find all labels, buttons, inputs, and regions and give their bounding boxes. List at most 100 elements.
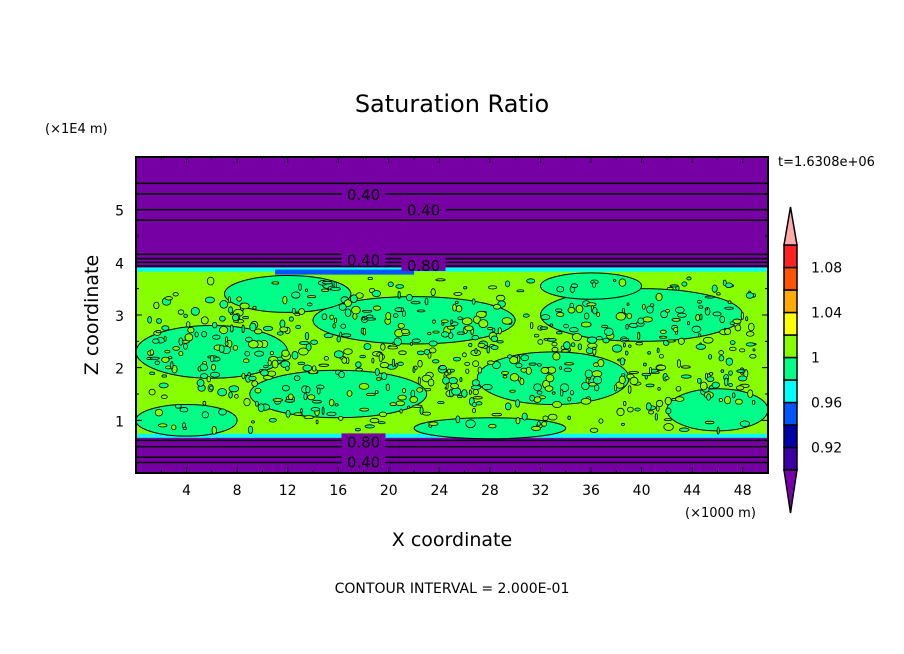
contour-patch [641,372,652,377]
contour-patch [669,284,679,288]
colorbar: 1.08 1.04 1 0.96 0.92 [783,206,842,514]
contour-patch [161,356,170,363]
contour-patch [634,407,641,412]
contour-patch [284,399,295,403]
contour-patch [529,321,534,330]
contour-patch [663,418,673,422]
contour-patch [362,327,366,336]
contour-patch [321,313,328,321]
contour-patch [472,396,483,400]
contour-patch [675,396,685,402]
contour-patch [441,331,450,338]
y-tick-label: 1 [115,414,124,430]
contour-patch [457,316,463,321]
contour-patch [455,415,461,424]
region-edge-blue [275,269,415,275]
contour-patch [375,377,382,381]
contour-patch [212,334,221,340]
contour-patch [616,407,625,417]
y-tick-label: 3 [115,309,124,325]
contour-patch [491,327,496,333]
contour-patch [381,372,388,381]
contour-patch [729,340,736,345]
contour-patch [583,312,590,320]
contour-patch [227,296,231,304]
contour-patch [622,342,626,348]
contour-patch [279,326,289,333]
contour-patch [596,336,603,341]
contour-patch [285,365,290,371]
contour-patch [523,313,530,318]
contour-patch [552,400,562,409]
contour-patch [601,324,609,329]
contour-patch [411,338,421,343]
contour-patch [334,403,339,407]
contour-patch [745,331,755,337]
contour-patch [531,425,542,431]
contour-patch [624,350,629,356]
contour-patch [442,376,450,385]
contour-patch [285,409,291,418]
contour-patch [580,321,592,328]
contour-patch [338,371,345,379]
contour-patch [435,278,446,282]
contour-patch [194,331,199,338]
contour-patch [645,383,655,388]
contour-patch [526,278,536,284]
contour-patch [658,335,668,339]
contour-patch [529,394,535,402]
contour-patch [422,411,432,416]
contour-patch [472,402,477,408]
contour-patch [589,427,599,433]
contour-patch [355,367,363,372]
contour-patch [593,362,599,368]
contour-patch [190,307,200,316]
contour-patch [202,400,207,406]
contour-patch [549,323,554,327]
contour-patch [539,272,643,300]
contour-patch [234,394,239,399]
contour-patch [257,403,265,413]
contour-patch [393,337,402,346]
contour-patch [654,413,658,421]
contour-patch [219,315,226,322]
contour-patch [563,323,569,329]
contour-patch [612,279,617,282]
contour-patch [201,411,209,419]
contour-patch [172,346,180,351]
contour-patch [372,305,382,311]
contour-patch [305,288,309,292]
contour-patch [699,381,708,391]
contour-patch [343,348,353,355]
y-unit-label: (×1E4 m) [45,122,108,137]
contour-patch [281,384,290,392]
contour-patch [745,292,754,299]
contour-patch [663,423,674,431]
contour-patch [718,355,725,362]
contour-patch [666,286,674,291]
contour-patch [300,408,303,413]
contour-patch [231,314,240,322]
contour-interval-label: CONTOUR INTERVAL = 2.000E-01 [335,581,570,597]
contour-patch [218,408,227,416]
contour-patch [722,279,727,286]
contour-patch [724,328,732,335]
contour-patch [687,321,690,326]
contour-patch [724,306,735,310]
contour-patch [725,357,734,366]
contour-patch [556,286,565,293]
contour-patch [626,302,630,307]
contour-patch [665,309,670,313]
contour-patch [642,316,653,323]
contour-patch [559,366,563,370]
contour-patch [540,314,551,321]
contour-patch [515,399,521,408]
contour-patch [397,290,401,299]
contour-patch [521,412,528,421]
x-tick-label: 44 [683,483,701,499]
contour-patch [745,342,756,347]
contour-patch [147,316,152,324]
contour-patch [339,331,343,338]
contour-patch [155,330,162,334]
